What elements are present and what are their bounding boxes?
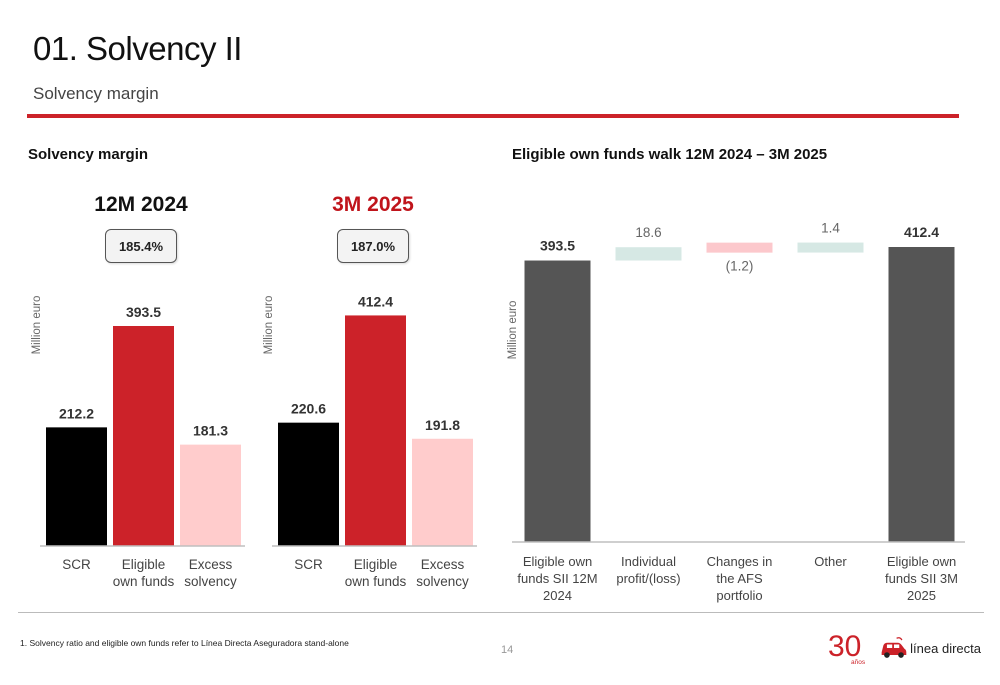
bar-eligible-own-funds xyxy=(345,315,406,546)
footnote: 1. Solvency ratio and eligible own funds… xyxy=(20,638,349,648)
waterfall-data-label-5: 412.4 xyxy=(904,224,939,240)
waterfall-data-label-1: 393.5 xyxy=(540,238,575,254)
waterfall-data-label-4: 1.4 xyxy=(821,221,840,236)
own-funds-waterfall-chart: Million euro 393.5 Eligible own funds SII 1… xyxy=(507,221,965,603)
waterfall-bar-5 xyxy=(888,247,955,542)
data-label-scr: 212.2 xyxy=(59,405,94,421)
bar-scr xyxy=(46,427,107,546)
anniversary-suffix: años xyxy=(851,659,866,666)
own-funds-walk-section-title: Eligible own funds walk 12M 2024 – 3M 20… xyxy=(512,146,828,163)
anniversary-number: 30 xyxy=(828,630,861,663)
waterfall-bar-2 xyxy=(615,247,682,261)
waterfall-data-label-3: (1.2) xyxy=(726,259,754,274)
category-label-excess-solvency: Excess solvency xyxy=(416,557,469,589)
waterfall-bar-1 xyxy=(524,260,591,542)
page-title: 01. Solvency II xyxy=(33,30,242,67)
waterfall-bar-3 xyxy=(706,242,773,253)
waterfall-category-label-4: Other xyxy=(814,554,847,569)
data-label-eligible-own-funds: 412.4 xyxy=(358,293,393,309)
y-axis-unit-label: Million euro xyxy=(263,296,275,355)
footer-divider xyxy=(18,612,984,613)
waterfall-bar-4 xyxy=(797,242,864,253)
waterfall-category-label-5: Eligible own funds SII 3M 2025 xyxy=(885,554,958,603)
waterfall-category-label-1: Eligible own funds SII 12M 2024 xyxy=(517,554,597,603)
data-label-scr: 220.6 xyxy=(291,401,326,417)
bar-scr xyxy=(278,422,339,546)
y-axis-unit-label: Million euro xyxy=(31,296,43,355)
data-label-excess-solvency: 181.3 xyxy=(193,423,228,439)
anniversary-30-logo: 30 años xyxy=(828,630,866,666)
waterfall-category-label-2: Individual profit/(loss) xyxy=(616,554,680,586)
period-label-3m-2025: 3M 2025 xyxy=(332,193,414,216)
brand-name: línea directa xyxy=(910,640,981,656)
bar-excess-solvency xyxy=(180,444,241,546)
page-subtitle: Solvency margin xyxy=(33,84,159,103)
page-number: 14 xyxy=(501,644,514,656)
bar-excess-solvency xyxy=(412,438,473,546)
data-label-eligible-own-funds: 393.5 xyxy=(126,304,161,320)
solvency-ratio-badge-3m-2025: 187.0% xyxy=(337,229,409,263)
linea-directa-logo: línea directa xyxy=(879,628,981,668)
bar-eligible-own-funds xyxy=(113,325,174,546)
y-axis-unit-label: Million euro xyxy=(507,301,519,360)
category-label-eligible-own-funds: Eligible own funds xyxy=(345,557,407,589)
category-label-scr: SCR xyxy=(294,557,323,572)
solvency-chart-3m-2025: Million euro 220.6 SCR 412.4 Eligible own fun… xyxy=(263,293,477,589)
solvency-ratio-badge-12m-2024: 185.4% xyxy=(105,229,177,263)
data-label-excess-solvency: 191.8 xyxy=(425,417,460,433)
waterfall-category-label-3: Changes in the AFS portfolio xyxy=(707,554,773,603)
header-divider xyxy=(27,114,959,118)
category-label-eligible-own-funds: Eligible own funds xyxy=(113,557,175,589)
period-label-12m-2024: 12M 2024 xyxy=(94,193,188,216)
solvency-chart-12m-2024: Million euro 212.2 SCR 393.5 Eligible own fun… xyxy=(31,296,245,589)
car-icon xyxy=(881,637,907,658)
category-label-excess-solvency: Excess solvency xyxy=(184,557,237,589)
category-label-scr: SCR xyxy=(62,557,91,572)
solvency-margin-section-title: Solvency margin xyxy=(28,146,149,163)
waterfall-data-label-2: 18.6 xyxy=(635,225,661,240)
